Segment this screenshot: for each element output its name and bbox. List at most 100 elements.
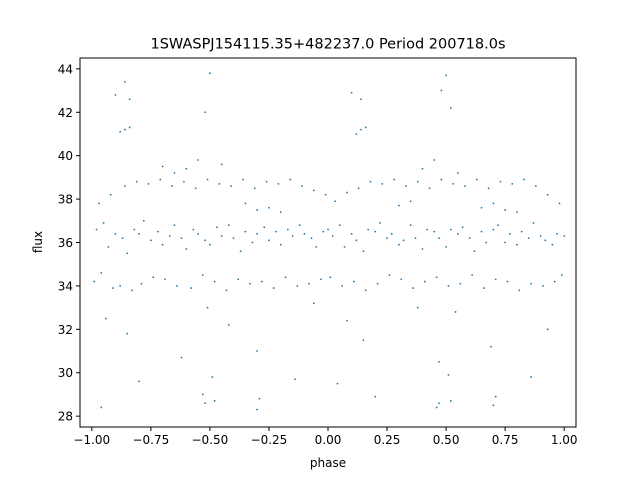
data-point	[336, 382, 339, 385]
data-point	[225, 289, 228, 292]
data-point	[421, 167, 424, 170]
data-point	[388, 274, 391, 276]
data-point	[251, 241, 254, 244]
data-point	[256, 350, 259, 352]
data-point	[426, 228, 429, 231]
data-point	[487, 187, 490, 190]
data-point	[100, 271, 103, 274]
data-point	[192, 228, 195, 231]
x-tick-label: 1.00	[551, 433, 578, 447]
data-point	[204, 402, 207, 405]
y-tick-label: 32	[58, 323, 73, 337]
x-tick-label: 0.75	[492, 433, 519, 447]
x-tick-label: 0.00	[315, 433, 342, 447]
data-point	[102, 222, 105, 224]
data-point	[494, 395, 497, 398]
data-point	[194, 187, 197, 190]
y-tick-label: 34	[58, 279, 73, 293]
data-point	[397, 243, 400, 246]
data-point	[438, 360, 440, 363]
data-point	[315, 245, 318, 248]
x-tick-label: −0.50	[192, 433, 229, 447]
data-point	[175, 285, 178, 287]
data-point	[119, 285, 122, 287]
data-point	[275, 230, 277, 233]
data-point	[206, 178, 209, 181]
data-point	[204, 239, 207, 242]
data-point	[232, 237, 235, 240]
data-point	[350, 91, 353, 94]
data-point	[173, 224, 176, 227]
data-point	[230, 185, 233, 187]
data-point	[253, 187, 256, 190]
data-point	[357, 187, 360, 190]
data-point	[100, 406, 103, 409]
data-point	[161, 243, 164, 246]
data-point	[164, 278, 166, 281]
data-point	[161, 165, 164, 168]
data-point	[135, 180, 138, 183]
data-point	[532, 222, 535, 224]
y-tick-label: 28	[58, 410, 73, 424]
data-point	[438, 402, 440, 405]
data-point	[128, 126, 131, 129]
data-point	[504, 209, 507, 211]
data-point	[457, 232, 459, 235]
data-point	[346, 319, 348, 322]
data-point	[220, 163, 223, 166]
data-point	[516, 211, 518, 214]
data-point	[121, 237, 124, 240]
data-point	[183, 180, 185, 183]
data-point	[534, 185, 537, 187]
data-point	[400, 278, 403, 281]
data-point	[216, 226, 218, 229]
data-point	[355, 133, 358, 135]
data-point	[256, 408, 259, 411]
data-point	[364, 289, 367, 292]
data-point	[138, 232, 140, 235]
data-point	[152, 276, 155, 279]
data-point	[109, 193, 112, 196]
data-point	[294, 378, 296, 381]
data-point	[492, 202, 495, 205]
data-point	[185, 167, 188, 170]
data-point	[242, 178, 244, 181]
x-tick-label: −1.00	[73, 433, 110, 447]
data-point	[520, 230, 523, 233]
data-point	[331, 235, 334, 237]
data-point	[560, 274, 563, 276]
data-point	[263, 226, 266, 229]
data-point	[197, 232, 200, 235]
data-point	[138, 380, 140, 383]
x-axis-ticks: −1.00 −0.75 −0.50 −0.25 0.00 0.25 0.50 0.75 1.00	[73, 427, 578, 447]
data-point	[133, 228, 136, 231]
y-tick-label: 42	[58, 106, 73, 120]
data-point	[355, 239, 358, 242]
data-point	[157, 230, 159, 233]
data-point	[279, 211, 282, 214]
data-point	[279, 243, 282, 246]
data-point	[258, 397, 261, 400]
data-point	[320, 278, 322, 281]
data-point	[95, 228, 98, 231]
data-point	[449, 228, 452, 231]
data-point	[260, 280, 263, 283]
data-point	[480, 230, 483, 233]
data-point	[435, 276, 438, 279]
data-point	[312, 189, 315, 192]
data-point	[445, 74, 447, 77]
data-point	[244, 202, 247, 205]
data-point	[301, 185, 303, 187]
data-point	[416, 306, 419, 309]
data-point	[112, 287, 114, 289]
data-point	[206, 306, 209, 309]
data-point	[308, 282, 310, 285]
data-point	[393, 178, 396, 181]
data-point	[405, 185, 407, 187]
data-point	[482, 287, 485, 289]
data-point	[497, 224, 499, 227]
data-point	[542, 285, 544, 287]
data-point	[123, 185, 126, 187]
